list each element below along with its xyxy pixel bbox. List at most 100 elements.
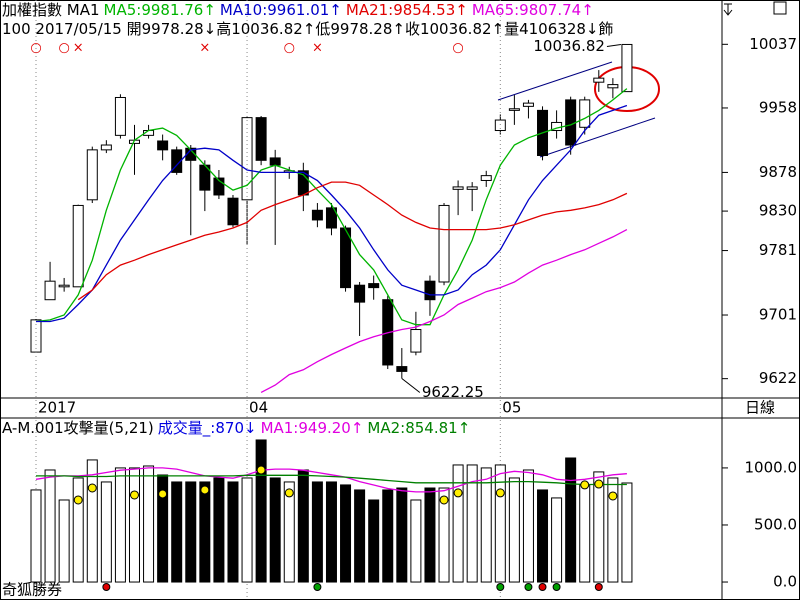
volume-bar xyxy=(340,484,352,583)
y-tick-label: 0.0 xyxy=(773,573,797,591)
y-tick-label: 9878 xyxy=(759,163,797,181)
x-tick-label: 2017 xyxy=(38,399,76,417)
volume-bar xyxy=(44,469,56,583)
signal-dot xyxy=(87,483,97,493)
volume-bar xyxy=(579,484,591,583)
candle-body xyxy=(424,280,436,301)
volume-bar xyxy=(128,467,140,583)
signal-marker: ○ xyxy=(452,41,463,56)
volume-bar xyxy=(466,464,478,583)
candle-body xyxy=(185,147,197,161)
volume-bar xyxy=(593,471,605,583)
ma-line xyxy=(77,181,628,301)
candle-body xyxy=(213,177,225,196)
volume-bar xyxy=(410,499,422,583)
ma-line xyxy=(260,229,628,393)
volume-bar xyxy=(396,487,408,583)
volume-bar xyxy=(157,474,169,583)
trend-line xyxy=(497,61,613,101)
legend-entry: 成交量_:870↓ xyxy=(157,419,257,437)
signal-dot xyxy=(200,485,210,495)
ma-line xyxy=(36,104,628,323)
volume-bar xyxy=(297,469,309,583)
legend-entry: MA65:9807.74↑ xyxy=(471,1,594,19)
candle-body xyxy=(157,140,169,151)
candle-body xyxy=(593,77,605,83)
volume-bar xyxy=(607,477,619,583)
candle-body xyxy=(325,207,337,229)
volume-bar xyxy=(283,481,295,583)
y-tick-label: 500.0 xyxy=(754,515,797,533)
signal-dot xyxy=(580,480,590,490)
candle-body xyxy=(269,157,281,166)
price-legend: 加權指數 MA1 MA5:9981.76↑ MA10:9961.01↑ MA21:98… xyxy=(2,1,718,19)
volume-bar xyxy=(621,482,633,583)
trend-line xyxy=(539,117,656,158)
legend-entry: MA2:854.81↑ xyxy=(367,419,471,437)
signal-dot xyxy=(313,583,322,591)
volume-bar xyxy=(143,465,155,583)
y-tick-label: 9622 xyxy=(759,369,797,387)
legend-entry: MA21:9854.53↑ xyxy=(345,1,468,19)
candle-body xyxy=(452,186,464,190)
candle-body xyxy=(241,117,253,201)
volume-bar xyxy=(354,489,366,583)
volume-bar xyxy=(325,481,337,583)
legend-entry: MA10:9961.01↑ xyxy=(219,1,342,19)
y-tick-label: 10037 xyxy=(749,35,797,53)
watermark: 奇狐勝券 xyxy=(2,581,62,599)
signal-dot xyxy=(73,495,83,505)
signal-dot xyxy=(594,583,603,591)
volume-bar xyxy=(494,464,506,583)
candle-body xyxy=(522,102,534,107)
volume-bar xyxy=(452,464,464,583)
candle-body xyxy=(410,329,422,353)
signal-dot xyxy=(256,465,266,475)
signal-dot xyxy=(524,583,533,591)
low-annotation: 9622.25 xyxy=(422,383,484,401)
volume-bar xyxy=(58,499,70,583)
volume-bar xyxy=(551,497,563,583)
candle-body xyxy=(354,284,366,303)
candle-body xyxy=(396,366,408,372)
window-icon[interactable] xyxy=(773,1,787,15)
signal-dot xyxy=(439,495,449,505)
signal-dot xyxy=(608,491,618,501)
y-tick-label: 9830 xyxy=(759,202,797,220)
chart-title: 加權指數 MA1 xyxy=(2,1,100,19)
scroll-icon[interactable] xyxy=(723,3,733,16)
legend-entry: MA5:9981.76↑ xyxy=(103,1,216,19)
volume-bar xyxy=(185,481,197,583)
y-tick-label: 9781 xyxy=(759,241,797,259)
volume-bar xyxy=(438,487,450,583)
candle-body xyxy=(86,149,98,201)
signal-dot xyxy=(594,479,604,489)
volume-bar xyxy=(213,477,225,583)
ma-line xyxy=(35,88,628,326)
ma-line xyxy=(36,474,627,486)
candle-body xyxy=(255,117,267,161)
candle-body xyxy=(311,209,323,221)
candle-body xyxy=(607,84,619,89)
candle-body xyxy=(621,43,633,93)
signal-dot xyxy=(102,583,111,591)
volume-bar xyxy=(72,477,84,583)
y-tick-label: 9701 xyxy=(759,306,797,324)
signal-marker: ○ xyxy=(30,41,41,56)
signal-dot xyxy=(552,583,561,591)
volume-bar xyxy=(382,489,394,583)
volume-bar xyxy=(199,481,211,583)
candle-body xyxy=(438,204,450,283)
candle-body xyxy=(114,96,126,136)
candle-body xyxy=(227,197,239,226)
volume-bar xyxy=(537,489,549,583)
legend-entry: MA1:949.20↑ xyxy=(260,419,364,437)
candle-body xyxy=(466,186,478,190)
period-label: 日線 xyxy=(745,399,775,417)
x-tick-label: 04 xyxy=(249,399,268,417)
candle-body xyxy=(171,149,183,173)
volume-bar xyxy=(100,481,112,583)
annotation-leader xyxy=(401,378,421,393)
signal-marker: ○ xyxy=(284,41,295,56)
